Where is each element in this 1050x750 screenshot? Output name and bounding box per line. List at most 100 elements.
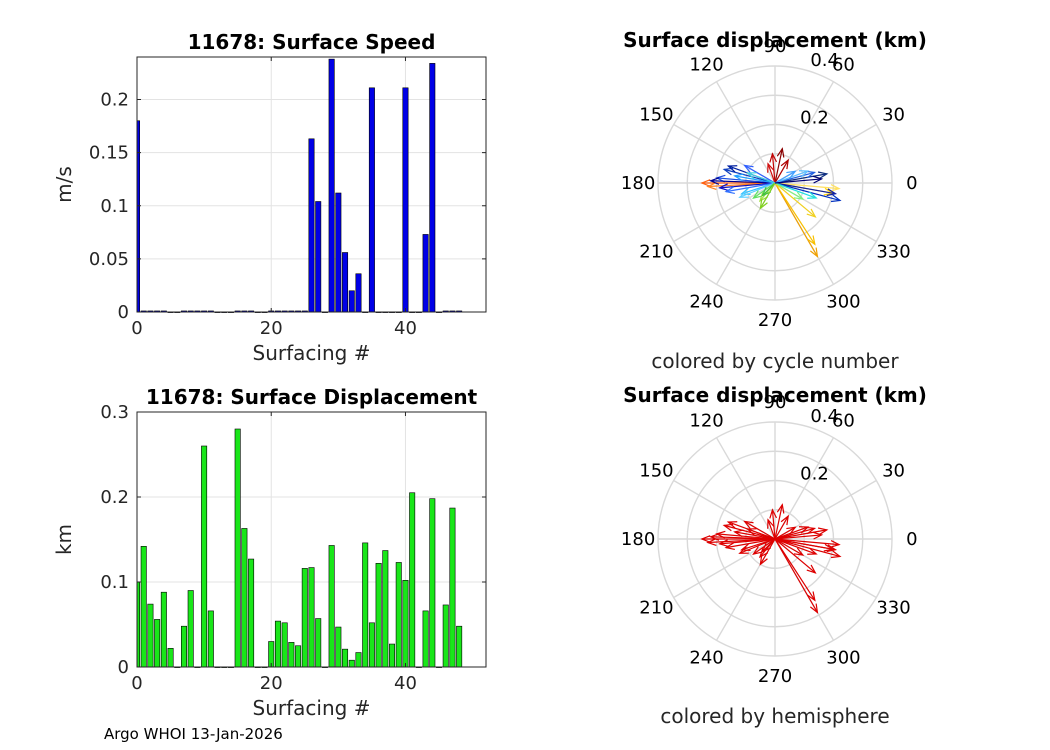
y-tick-label: 0.15 <box>89 143 129 164</box>
displacement-vector <box>725 182 776 193</box>
y-tick-label: 0.1 <box>100 196 129 217</box>
displacement-vector <box>774 538 840 546</box>
displacement-vector <box>774 182 817 199</box>
bar <box>154 619 161 668</box>
bar <box>335 626 342 668</box>
polar-angle-label: 60 <box>832 410 855 431</box>
vector-arrowhead <box>786 526 797 535</box>
vector-arrowhead <box>798 526 810 534</box>
vector-arrowhead <box>793 191 805 200</box>
bar <box>402 87 409 313</box>
bar <box>342 648 349 668</box>
vector-arrowhead <box>812 175 824 184</box>
polar-ring <box>657 65 893 301</box>
polar-subtitle: colored by cycle number <box>651 349 899 373</box>
vector-arrowhead <box>805 170 817 179</box>
bar <box>295 645 302 668</box>
displacement-vector <box>774 182 816 218</box>
bar <box>348 290 355 313</box>
displacement-vector <box>774 529 827 540</box>
displacement-vector <box>719 182 776 189</box>
bar <box>429 498 436 668</box>
x-axis-label: Surfacing # <box>253 696 371 720</box>
y-tick-label: 0.2 <box>100 90 129 111</box>
vector-arrowhead <box>830 184 841 192</box>
bar <box>308 138 315 313</box>
vector-arrowhead <box>807 235 816 246</box>
vector-arrowhead <box>726 521 738 529</box>
vector-arrowhead <box>733 529 744 538</box>
displacement-vector <box>759 182 776 209</box>
vector-arrowhead <box>805 526 817 535</box>
polar-radius-label: 0.2 <box>800 108 829 129</box>
bar <box>281 622 288 668</box>
vector-arrowhead <box>700 535 711 543</box>
x-tick-label: 40 <box>394 318 417 339</box>
displacement-vector <box>710 536 776 540</box>
vector-arrowhead <box>726 165 738 173</box>
displacement-vector <box>774 182 841 201</box>
displacement-vector <box>774 148 783 184</box>
axes-box <box>136 411 487 668</box>
vector-arrowhead <box>798 170 810 178</box>
vector-arrowhead <box>743 164 754 173</box>
displacement-vector <box>739 538 776 554</box>
bar <box>389 643 396 668</box>
polar-angle-label: 30 <box>882 105 905 126</box>
displacement-vector <box>747 172 776 184</box>
bar <box>301 568 308 668</box>
vector-arrowhead <box>706 182 717 190</box>
displacement-vector <box>767 163 776 184</box>
x-tick-label: 40 <box>394 673 417 694</box>
vector-arrowhead <box>743 520 754 529</box>
displacement-vector <box>774 182 818 257</box>
bar <box>395 562 402 668</box>
vector-arrowhead <box>780 158 789 170</box>
polar-title: Surface displacement (km) <box>623 28 927 52</box>
bar <box>315 618 322 668</box>
bar <box>147 603 154 668</box>
polar-angle-label: 330 <box>876 241 910 262</box>
vector-arrowhead <box>806 208 817 218</box>
polar-ring <box>686 94 864 272</box>
bar <box>274 620 281 668</box>
polar-angle-label: 180 <box>621 529 655 550</box>
vector-arrowhead <box>758 548 769 559</box>
bar <box>187 590 194 668</box>
polar-angle-label: 120 <box>689 54 723 75</box>
vector-arrowhead <box>745 528 757 536</box>
polar-angle-label: 210 <box>639 241 673 262</box>
displacement-vector <box>774 534 822 540</box>
vector-arrowhead <box>780 514 789 526</box>
bar <box>456 625 463 668</box>
polar-angle-label: 120 <box>689 410 723 431</box>
y-tick-label: 0.2 <box>100 487 129 508</box>
displacement-vector <box>734 531 776 540</box>
displacement-vector <box>774 182 836 195</box>
vector-arrowhead <box>830 550 842 559</box>
vector-arrowhead <box>722 167 734 176</box>
vector-arrowhead <box>761 542 772 553</box>
displacement-vector <box>774 504 783 540</box>
polar-angle-label: 150 <box>639 105 673 126</box>
vector-arrowhead <box>752 190 763 200</box>
vector-arrowhead <box>724 186 735 195</box>
displacement-vector <box>759 538 776 565</box>
displacement-vector <box>710 180 776 184</box>
polar-angle-label: 300 <box>826 292 860 313</box>
polar-angle-label: 30 <box>882 461 905 482</box>
bar <box>288 642 295 668</box>
polar-angle-label: 270 <box>758 310 792 331</box>
vector-arrowhead <box>817 171 829 180</box>
displacement-vector <box>774 515 789 540</box>
vector-arrowhead <box>738 190 749 198</box>
bar <box>234 428 241 668</box>
chart-polar-hemisphere: 0 30 60 90 120 150 180 210 240 270 300 330 0.2 0.4Sur… <box>621 383 927 728</box>
vector-arrowhead <box>786 170 797 179</box>
bar <box>355 273 362 313</box>
displacement-vector <box>774 538 816 574</box>
vector-arrowhead <box>793 547 805 556</box>
bar <box>160 591 167 668</box>
vector-arrowhead <box>767 162 775 173</box>
polar-angle-label: 180 <box>621 173 655 194</box>
